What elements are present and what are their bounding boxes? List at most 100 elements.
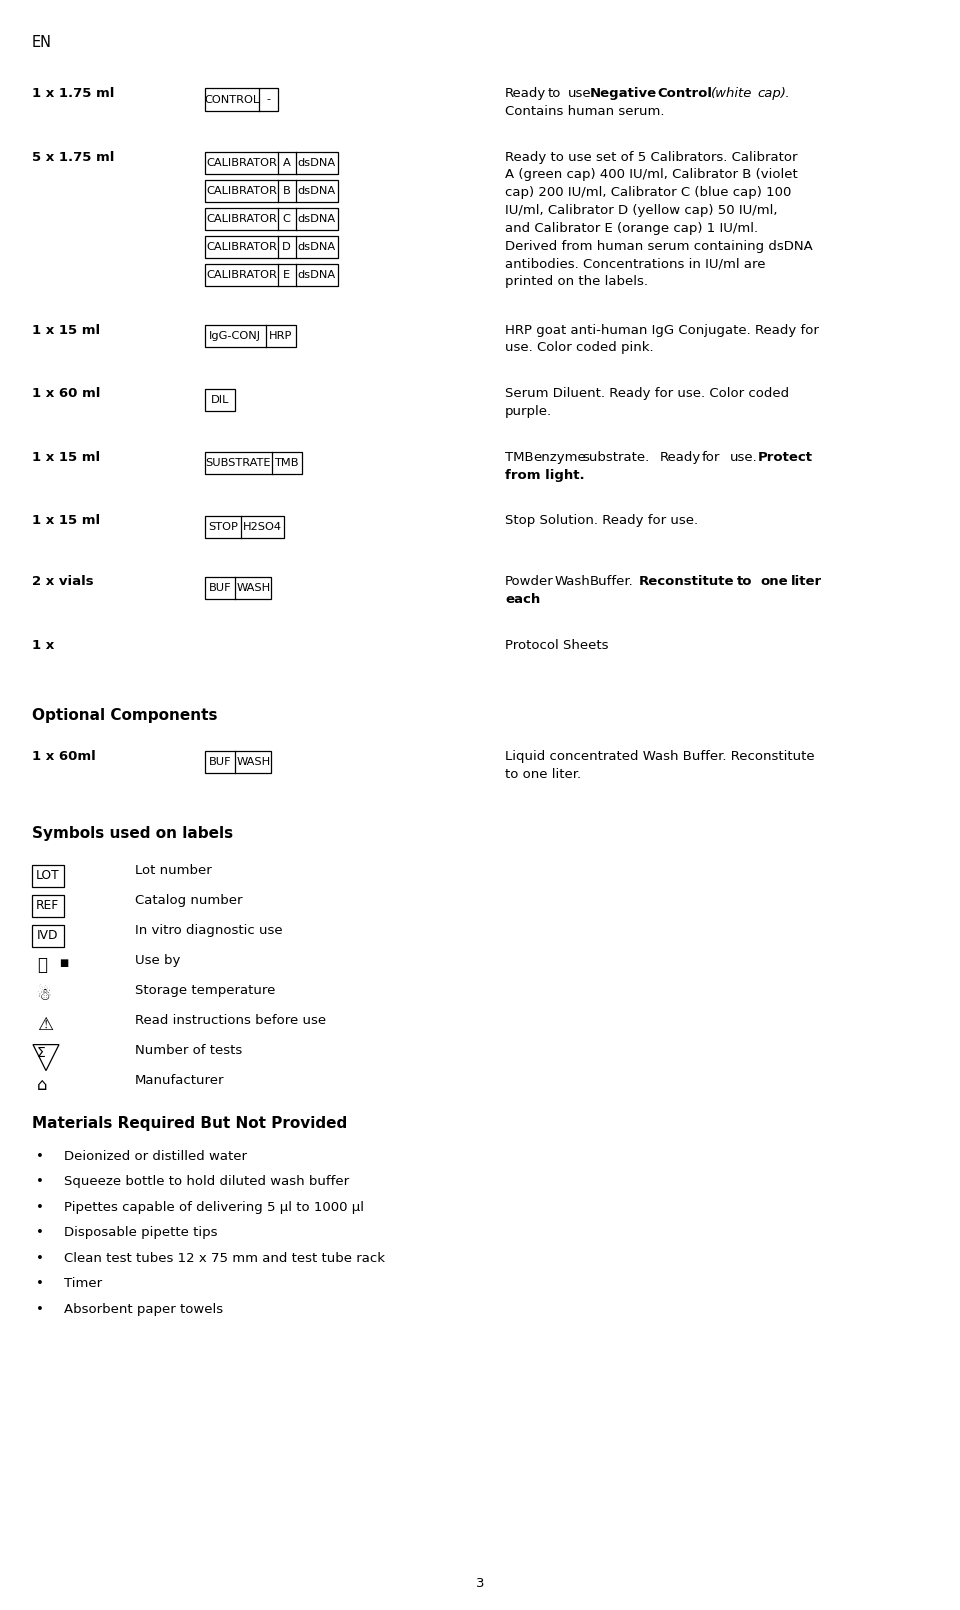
Text: Lot number: Lot number [135, 863, 212, 876]
Text: Ready: Ready [660, 451, 701, 464]
Text: BUF: BUF [208, 583, 231, 592]
Text: Catalog number: Catalog number [135, 894, 243, 906]
Text: Ready: Ready [505, 87, 546, 100]
Text: enzyme: enzyme [533, 451, 586, 464]
Text: Clean test tubes 12 x 75 mm and test tube rack: Clean test tubes 12 x 75 mm and test tub… [64, 1251, 385, 1264]
Text: BUF: BUF [208, 757, 231, 768]
Text: •: • [36, 1302, 44, 1315]
Text: 1 x 60ml: 1 x 60ml [32, 750, 96, 763]
Text: ☃: ☃ [37, 985, 52, 1003]
Text: Wash: Wash [554, 575, 590, 588]
Text: each: each [505, 592, 540, 607]
Text: •: • [36, 1175, 44, 1188]
Text: 1 x 15 ml: 1 x 15 ml [32, 515, 100, 528]
Text: A (green cap) 400 IU/ml, Calibrator B (violet: A (green cap) 400 IU/ml, Calibrator B (v… [505, 169, 798, 182]
Text: Stop Solution. Ready for use.: Stop Solution. Ready for use. [505, 515, 698, 528]
Text: purple.: purple. [505, 406, 552, 419]
Text: CALIBRATOR: CALIBRATOR [205, 242, 276, 253]
Text: .: . [784, 87, 788, 100]
Bar [205, 576, 272, 599]
Text: E: E [283, 270, 290, 280]
Text: cap): cap) [757, 87, 786, 100]
Text: REF: REF [36, 898, 60, 913]
Text: 5 x 1.75 ml: 5 x 1.75 ml [32, 151, 114, 164]
Text: Manufacturer: Manufacturer [135, 1074, 225, 1087]
Text: A: A [283, 158, 291, 167]
Text: IVD: IVD [37, 929, 59, 942]
Text: cap) 200 IU/ml, Calibrator C (blue cap) 100: cap) 200 IU/ml, Calibrator C (blue cap) … [505, 187, 791, 200]
Text: and Calibrator E (orange cap) 1 IU/ml.: and Calibrator E (orange cap) 1 IU/ml. [505, 222, 758, 235]
Text: •: • [36, 1277, 44, 1290]
Text: B: B [283, 187, 291, 196]
Text: CONTROL: CONTROL [204, 95, 260, 105]
Text: CALIBRATOR: CALIBRATOR [205, 158, 276, 167]
Text: 2 x vials: 2 x vials [32, 575, 94, 588]
Text: use.: use. [730, 451, 757, 464]
Bar [205, 752, 272, 773]
Bar [205, 325, 296, 348]
Text: Control: Control [658, 87, 712, 100]
Text: 1 x 1.75 ml: 1 x 1.75 ml [32, 87, 114, 100]
Text: substrate.: substrate. [583, 451, 650, 464]
Text: dsDNA: dsDNA [298, 242, 336, 253]
Text: Read instructions before use: Read instructions before use [135, 1014, 326, 1027]
Text: Absorbent paper towels: Absorbent paper towels [64, 1302, 223, 1315]
Bar [32, 895, 63, 916]
Text: Derived from human serum containing dsDNA: Derived from human serum containing dsDN… [505, 240, 813, 253]
Text: Timer: Timer [64, 1277, 102, 1290]
Text: Σ: Σ [37, 1045, 46, 1059]
Text: Negative: Negative [589, 87, 657, 100]
Bar [205, 515, 283, 538]
Text: IU/ml, Calibrator D (yellow cap) 50 IU/ml,: IU/ml, Calibrator D (yellow cap) 50 IU/m… [505, 204, 778, 217]
Text: (white: (white [710, 87, 753, 100]
Bar [205, 208, 338, 230]
Bar [32, 924, 63, 947]
Text: dsDNA: dsDNA [298, 158, 336, 167]
Bar [205, 180, 338, 203]
Text: 1 x: 1 x [32, 639, 55, 652]
Bar [32, 865, 63, 887]
Text: ⌛: ⌛ [37, 956, 47, 974]
Text: ⌂: ⌂ [37, 1075, 47, 1093]
Text: ⚠: ⚠ [37, 1016, 53, 1034]
Text: Number of tests: Number of tests [135, 1043, 242, 1056]
Text: Deionized or distilled water: Deionized or distilled water [64, 1150, 247, 1162]
Text: liter: liter [790, 575, 822, 588]
Text: Buffer.: Buffer. [589, 575, 633, 588]
Text: 1 x 60 ml: 1 x 60 ml [32, 386, 101, 401]
Text: use: use [568, 87, 592, 100]
Text: CALIBRATOR: CALIBRATOR [205, 214, 276, 224]
Bar [205, 89, 277, 111]
Bar [205, 151, 338, 174]
Text: In vitro diagnostic use: In vitro diagnostic use [135, 924, 282, 937]
Text: to: to [547, 87, 561, 100]
Text: DIL: DIL [211, 394, 229, 404]
Text: Ready to use set of 5 Calibrators. Calibrator: Ready to use set of 5 Calibrators. Calib… [505, 151, 798, 164]
Text: printed on the labels.: printed on the labels. [505, 275, 648, 288]
Text: 1 x 15 ml: 1 x 15 ml [32, 451, 100, 464]
Text: dsDNA: dsDNA [298, 214, 336, 224]
Text: •: • [36, 1251, 44, 1264]
Text: Storage temperature: Storage temperature [135, 984, 276, 997]
Text: Contains human serum.: Contains human serum. [505, 105, 664, 118]
Text: 3: 3 [476, 1578, 484, 1591]
Text: one: one [760, 575, 787, 588]
Text: Serum Diluent. Ready for use. Color coded: Serum Diluent. Ready for use. Color code… [505, 386, 789, 401]
Text: •: • [36, 1227, 44, 1240]
Text: 1 x 15 ml: 1 x 15 ml [32, 324, 100, 336]
Text: antibodies. Concentrations in IU/ml are: antibodies. Concentrations in IU/ml are [505, 258, 765, 270]
Bar [205, 452, 301, 475]
Text: LOT: LOT [36, 869, 60, 882]
Bar [205, 388, 235, 411]
Text: Use by: Use by [135, 953, 180, 966]
Text: Protocol Sheets: Protocol Sheets [505, 639, 609, 652]
Text: Symbols used on labels: Symbols used on labels [32, 826, 233, 840]
Text: Liquid concentrated Wash Buffer. Reconstitute: Liquid concentrated Wash Buffer. Reconst… [505, 750, 815, 763]
Text: ■: ■ [59, 958, 68, 968]
Text: from light.: from light. [505, 469, 585, 481]
Bar [205, 237, 338, 258]
Text: use. Color coded pink.: use. Color coded pink. [505, 341, 654, 354]
Text: TMB: TMB [275, 459, 299, 469]
Text: Materials Required But Not Provided: Materials Required But Not Provided [32, 1116, 348, 1130]
Text: HRP: HRP [269, 332, 293, 341]
